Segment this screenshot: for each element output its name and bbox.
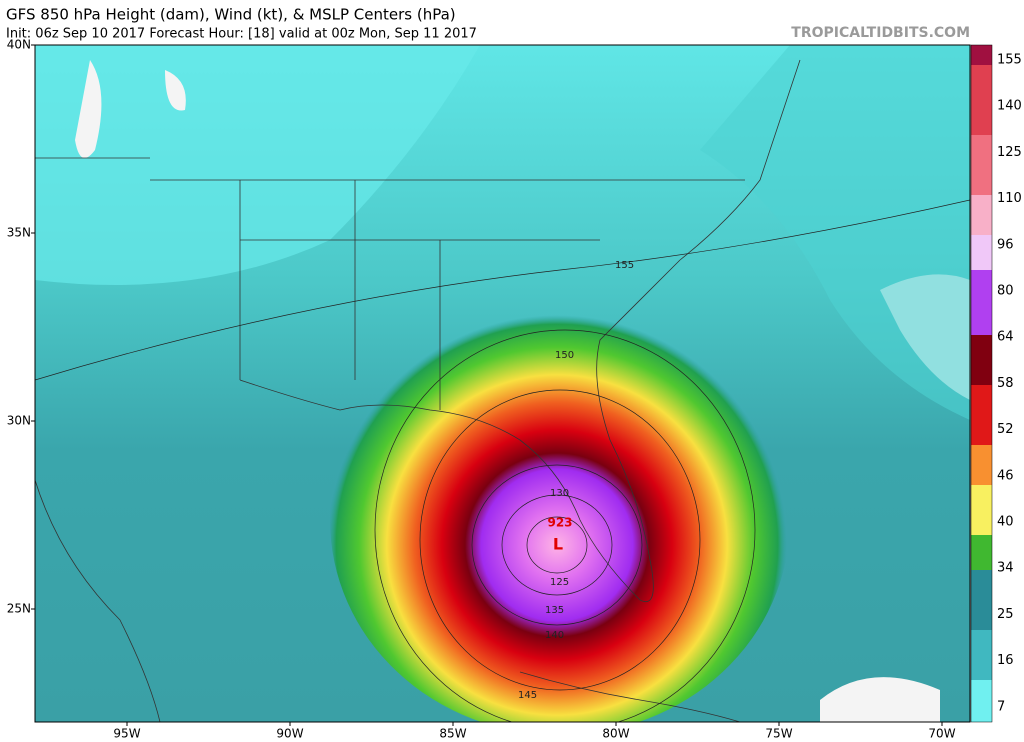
contour-label: 150	[555, 350, 574, 361]
longitude-label: 75W	[765, 727, 792, 741]
coastlines	[35, 59, 801, 722]
colorbar-label: 25	[997, 607, 1014, 622]
longitude-labels: 95W 90W 85W 80W 75W 70W	[113, 722, 956, 741]
contour-label: 125	[550, 577, 569, 588]
map-area: 155 150 145 140 135 130 125 923 L	[35, 45, 970, 722]
longitude-label: 70W	[928, 727, 955, 741]
latitude-label: 30N	[7, 414, 31, 428]
latitude-label: 35N	[7, 226, 31, 240]
colorbar-label: 7	[997, 699, 1005, 714]
colorbar-label: 40	[997, 515, 1014, 530]
pressure-center-value: 923	[547, 516, 572, 530]
map-frame	[34, 44, 971, 723]
latitude-label: 25N	[7, 602, 31, 616]
hurricane-wind-field	[330, 305, 790, 722]
contour-label: 135	[545, 605, 564, 616]
colorbar	[970, 44, 993, 723]
colorbar-labels: 155 140 125 110 96 80 64 58 52 46 40 34 25 16 7	[997, 53, 1022, 715]
colorbar-label: 96	[997, 237, 1014, 252]
colorbar-label: 52	[997, 422, 1014, 437]
contour-label: 145	[518, 690, 537, 701]
longitude-label: 85W	[439, 727, 466, 741]
low-marker: L	[553, 535, 563, 554]
cyan-zone	[35, 45, 480, 285]
colorbar-label: 140	[997, 99, 1022, 114]
latitude-labels: 40N 35N 30N 25N	[7, 38, 35, 616]
map-title: GFS 850 hPa Height (dam), Wind (kt), & M…	[6, 6, 456, 24]
colorbar-label: 125	[997, 145, 1022, 160]
colorbar-label: 46	[997, 468, 1014, 483]
contour-label: 155	[615, 260, 634, 271]
colorbar-label: 58	[997, 376, 1014, 391]
longitude-label: 80W	[602, 727, 629, 741]
colorbar-label: 16	[997, 653, 1014, 668]
contour-label: 140	[545, 630, 564, 641]
colorbar-label: 110	[997, 191, 1022, 206]
pressure-contours	[35, 199, 970, 722]
latitude-label: 40N	[7, 38, 31, 52]
map-subtitle: Init: 06z Sep 10 2017 Forecast Hour: [18…	[6, 27, 477, 42]
colorbar-label: 155	[997, 53, 1022, 68]
watermark: TROPICALTIDBITS.COM	[791, 25, 970, 41]
cyan-zone	[700, 45, 970, 420]
colorbar-label: 64	[997, 330, 1014, 345]
longitude-label: 95W	[113, 727, 140, 741]
longitude-label: 90W	[276, 727, 303, 741]
calm-zone	[75, 60, 186, 158]
colorbar-label: 34	[997, 561, 1014, 576]
contour-label: 130	[550, 488, 569, 499]
colorbar-label: 80	[997, 284, 1014, 299]
